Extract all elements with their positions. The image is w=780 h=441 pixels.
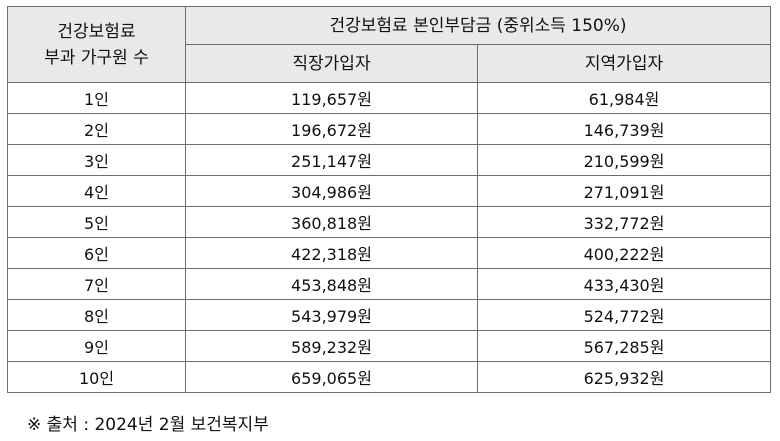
employee-amount-cell: 659,065원 <box>185 361 478 393</box>
household-size-cell: 2인 <box>7 113 186 145</box>
table-row: 10인 659,065원 625,932원 <box>7 361 772 393</box>
source-note: ※ 출처 : 2024년 2월 보건복지부 <box>27 415 269 435</box>
employee-subscriber-header: 직장가입자 <box>185 44 478 83</box>
regional-amount-cell: 433,430원 <box>476 268 772 300</box>
employee-amount-cell: 251,147원 <box>185 144 478 176</box>
employee-amount-cell: 360,818원 <box>185 206 478 238</box>
header-row-bottom: 직장가입자 지역가입자 <box>8 44 772 83</box>
regional-amount-cell: 61,984원 <box>476 82 772 114</box>
employee-amount-cell: 304,986원 <box>185 175 478 207</box>
regional-amount-cell: 332,772원 <box>476 206 772 238</box>
household-size-cell: 3인 <box>7 144 186 176</box>
household-size-cell: 4인 <box>7 175 186 207</box>
household-size-cell: 8인 <box>7 299 186 331</box>
household-size-cell: 9인 <box>7 330 186 362</box>
table-row: 4인 304,986원 271,091원 <box>7 175 772 207</box>
table-row: 6인 422,318원 400,222원 <box>7 237 772 269</box>
household-size-cell: 5인 <box>7 206 186 238</box>
regional-amount-cell: 567,285원 <box>476 330 772 362</box>
table-row: 8인 543,979원 524,772원 <box>7 299 772 331</box>
household-size-cell: 10인 <box>7 361 186 393</box>
regional-amount-cell: 210,599원 <box>476 144 772 176</box>
household-size-cell: 7인 <box>7 268 186 300</box>
employee-amount-cell: 453,848원 <box>185 268 478 300</box>
regional-amount-cell: 400,222원 <box>476 237 772 269</box>
table-row: 9인 589,232원 567,285원 <box>7 330 772 362</box>
table-row: 3인 251,147원 210,599원 <box>7 144 772 176</box>
household-size-header-line: 부과 가구원 수 <box>44 47 149 68</box>
table-row: 2인 196,672원 146,739원 <box>7 113 772 145</box>
employee-amount-cell: 196,672원 <box>185 113 478 145</box>
employee-amount-cell: 543,979원 <box>185 299 478 331</box>
regional-amount-cell: 271,091원 <box>476 175 772 207</box>
household-size-cell: 6인 <box>7 237 186 269</box>
employee-amount-cell: 422,318원 <box>185 237 478 269</box>
household-size-header-line: 건강보험료 <box>57 21 136 42</box>
table-row: 1인 119,657원 61,984원 <box>7 82 772 114</box>
table-row: 5인 360,818원 332,772원 <box>7 206 772 238</box>
regional-subscriber-header: 지역가입자 <box>476 44 772 83</box>
household-size-cell: 1인 <box>7 82 186 114</box>
regional-amount-cell: 625,932원 <box>476 361 772 393</box>
employee-amount-cell: 119,657원 <box>185 82 478 114</box>
employee-amount-cell: 589,232원 <box>185 330 478 362</box>
table-row: 7인 453,848원 433,430원 <box>7 268 772 300</box>
copay-group-header: 건강보험료 본인부담금 (중위소득 150%) <box>184 6 772 45</box>
regional-amount-cell: 524,772원 <box>476 299 772 331</box>
regional-amount-cell: 146,739원 <box>476 113 772 145</box>
